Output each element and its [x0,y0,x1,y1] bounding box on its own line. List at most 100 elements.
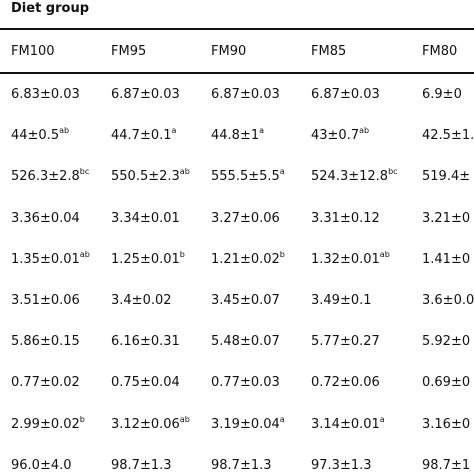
table-cell: 3.4±0.02 [111,293,172,309]
table-cell: 43±0.7ab [311,125,370,144]
column-header-fm95: FM95 [111,44,147,59]
table-cell: 0.69±0 [422,375,470,391]
cell-value: 3.21±0 [422,211,471,226]
table-cell: 1.35±0.01ab [11,249,90,268]
table-cell: 0.77±0.02 [11,375,80,391]
table-cell: 3.16±0 [422,417,470,433]
cell-value: 3.12±0.06 [111,417,180,432]
cell-value: 2.99±0.02 [11,417,80,432]
cell-value: 0.72±0.06 [311,375,380,390]
column-header-fm90: FM90 [211,44,247,59]
significance-superscript: b [79,414,85,424]
table-cell: 1.25±0.01b [111,249,185,268]
cell-value: 98.7±1.3 [211,458,272,473]
column-header-fm100: FM100 [11,44,55,59]
cell-value: 526.3±2.8 [11,169,80,184]
significance-superscript: ab [359,125,370,135]
cell-value: 5.92±0 [422,334,471,349]
table-cell: 44.8±1a [211,126,264,144]
column-header-fm85: FM85 [311,44,347,59]
table-cell: 5.77±0.27 [311,334,380,350]
table-cell: 5.86±0.15 [11,334,80,350]
table-cell: 5.48±0.07 [211,334,280,350]
table-cell: 3.12±0.06ab [111,414,190,433]
cell-value: 3.6±0.0 [422,293,474,308]
significance-superscript: ab [179,414,190,424]
group-title: Diet group [11,1,90,16]
cell-value: 5.86±0.15 [11,334,80,349]
cell-value: 3.16±0 [422,417,471,432]
table-cell: 550.5±2.3ab [111,166,190,185]
cell-value: 98.7±1 [422,458,471,473]
significance-superscript: a [279,166,285,176]
cell-value: 3.19±0.04 [211,417,280,432]
table-cell: 6.9±0 [422,87,462,103]
table-cell: 0.77±0.03 [211,375,280,391]
table-cell: 3.31±0.12 [311,211,380,227]
cell-value: 3.14±0.01 [311,417,380,432]
table-cell: 0.72±0.06 [311,375,380,391]
significance-superscript: b [279,249,285,259]
cell-value: 519.4± [422,169,471,184]
table-cell: 3.49±0.1 [311,293,372,309]
table-cell: 3.51±0.06 [11,293,80,309]
significance-superscript: bc [79,166,90,176]
table-cell: 44±0.5ab [11,125,70,144]
table-cell: 0.75±0.04 [111,375,180,391]
table-cell: 6.83±0.03 [11,87,80,103]
table-cell: 1.32±0.01ab [311,249,390,268]
cell-value: 3.34±0.01 [111,211,180,226]
significance-superscript: bc [388,166,398,176]
significance-superscript: a [279,414,285,424]
cell-value: 43±0.7 [311,128,360,143]
table-cell: 3.36±0.04 [11,211,80,227]
significance-superscript: ab [379,249,390,259]
significance-superscript: ab [79,249,90,259]
table-cell: 1.21±0.02b [211,249,285,268]
cell-value: 6.87±0.03 [211,87,280,102]
cell-value: 1.41±0 [422,252,471,267]
cell-value: 6.9±0 [422,87,462,102]
table-cell: 519.4± [422,169,470,185]
cell-value: 1.32±0.01 [311,252,380,267]
cell-value: 524.3±12.8 [311,169,389,184]
table-cell: 6.87±0.03 [111,87,180,103]
cell-value: 42.5±1. [422,128,474,143]
cell-value: 3.36±0.04 [11,211,80,226]
table-cell: 5.92±0 [422,334,470,350]
table-cell: 1.41±0 [422,252,470,268]
column-header-fm80: FM80 [422,44,458,59]
table-cell: 3.27±0.06 [211,211,280,227]
cell-value: 550.5±2.3 [111,169,180,184]
table-cell: 3.21±0 [422,211,470,227]
top-rule [0,28,474,30]
cell-value: 1.35±0.01 [11,252,80,267]
table-cell: 3.6±0.0 [422,293,474,309]
cell-value: 0.69±0 [422,375,471,390]
cell-value: 6.87±0.03 [111,87,180,102]
cell-value: 44.7±0.1 [111,128,172,143]
cell-value: 44±0.5 [11,128,60,143]
cell-value: 3.51±0.06 [11,293,80,308]
significance-superscript: b [179,249,185,259]
cell-value: 96.0±4.0 [11,458,72,473]
significance-superscript: ab [179,166,190,176]
significance-superscript: ab [59,125,70,135]
cell-value: 1.25±0.01 [111,252,180,267]
table-cell: 524.3±12.8bc [311,166,398,185]
cell-value: 6.87±0.03 [311,87,380,102]
table-cell: 3.19±0.04a [211,414,285,433]
table-cell: 96.0±4.0 [11,458,72,474]
table-cell: 42.5±1. [422,128,474,144]
table-cell: 98.7±1.3 [111,458,172,474]
significance-superscript: a [171,125,177,135]
cell-value: 3.31±0.12 [311,211,380,226]
table-cell: 526.3±2.8bc [11,166,90,185]
cell-value: 5.48±0.07 [211,334,280,349]
cell-value: 0.75±0.04 [111,375,180,390]
cell-value: 1.21±0.02 [211,252,280,267]
header-rule [0,72,474,74]
cell-value: 555.5±5.5 [211,169,280,184]
table-cell: 97.3±1.3 [311,458,372,474]
cell-value: 5.77±0.27 [311,334,380,349]
